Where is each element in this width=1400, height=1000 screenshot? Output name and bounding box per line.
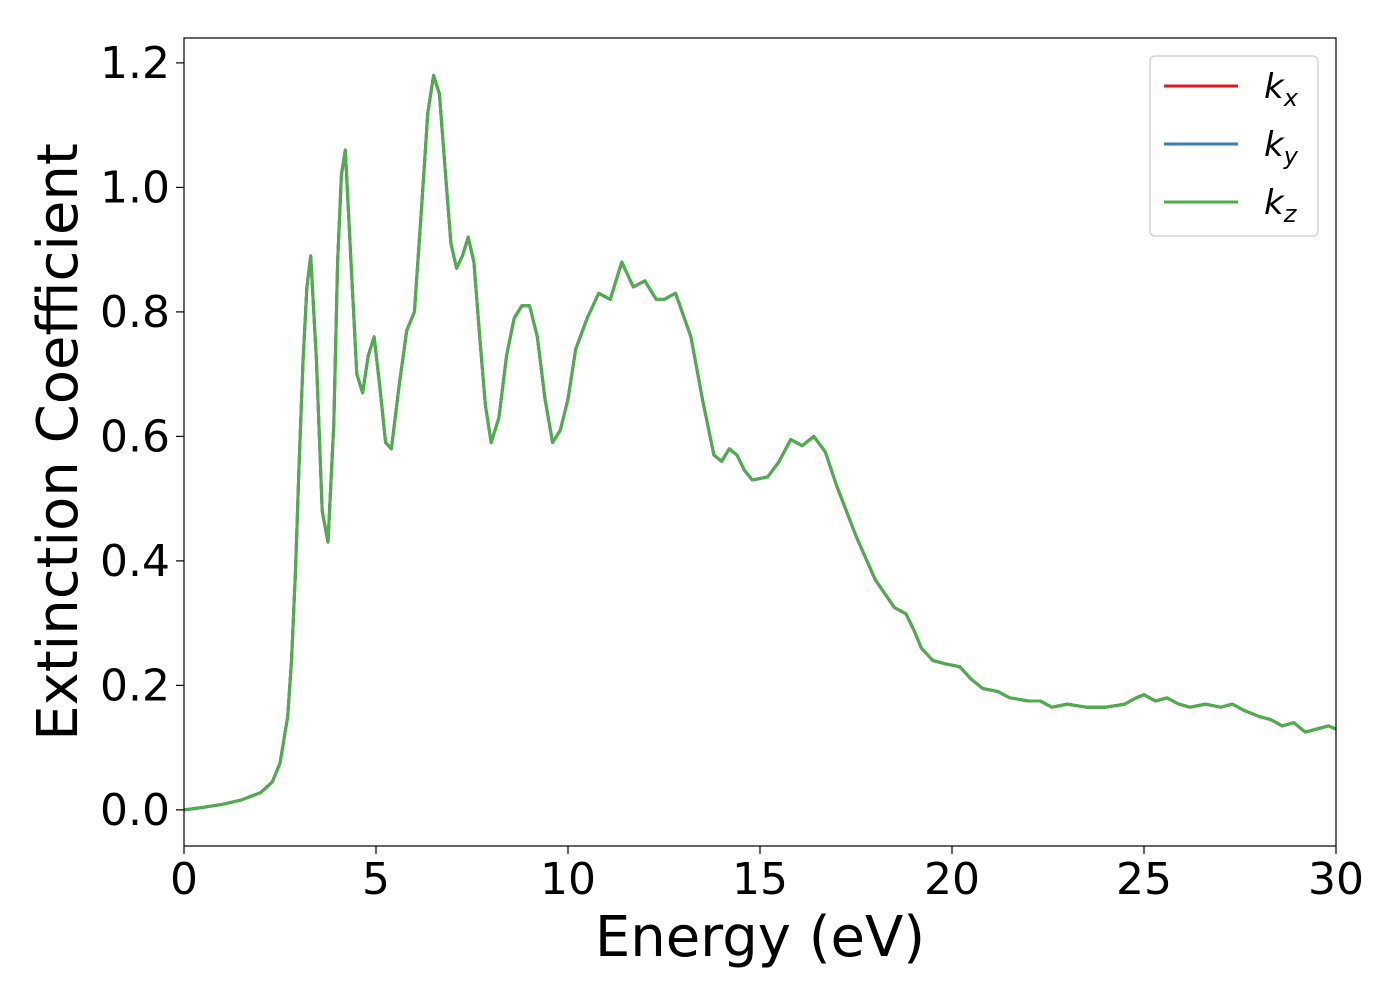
legend-items: kx ky kz xyxy=(1164,67,1299,228)
x-tick-label: 30 xyxy=(1308,854,1364,905)
x-tick-label: 15 xyxy=(732,854,788,905)
x-tick-label: 0 xyxy=(170,854,198,905)
legend-item-ky: ky xyxy=(1164,125,1299,170)
y-tick-label: 0.8 xyxy=(100,287,170,338)
legend-label: ky xyxy=(1264,125,1299,170)
legend-label: kz xyxy=(1264,183,1298,228)
y-tick-label: 0.6 xyxy=(100,411,170,462)
series-line-k-z xyxy=(184,73,1336,812)
series-layer xyxy=(184,73,1336,812)
y-tick-label: 1.0 xyxy=(100,162,170,213)
y-tick-label: 0.4 xyxy=(100,536,170,587)
legend-item-kx: kx xyxy=(1164,67,1299,112)
legend-box xyxy=(1149,55,1319,237)
legend: kx ky kz xyxy=(1149,55,1319,237)
legend-label: kx xyxy=(1264,67,1299,112)
x-tick-label: 10 xyxy=(540,854,596,905)
y-tick-label: 0.0 xyxy=(100,785,170,836)
ticks-layer: 0 5 10 15 20 25 30 0.0 0.2 0.4 0.6 0.8 1.0 1.2 xyxy=(100,38,1364,905)
x-tick-label: 5 xyxy=(362,854,390,905)
x-axis-title: Energy (eV) xyxy=(595,905,925,970)
x-tick-label: 20 xyxy=(924,854,980,905)
legend-item-kz: kz xyxy=(1164,183,1298,228)
x-tick-label: 25 xyxy=(1116,854,1172,905)
y-tick-label: 0.2 xyxy=(100,660,170,711)
y-axis-title: Extinction Coefficient xyxy=(26,143,91,741)
y-tick-label: 1.2 xyxy=(100,38,170,89)
